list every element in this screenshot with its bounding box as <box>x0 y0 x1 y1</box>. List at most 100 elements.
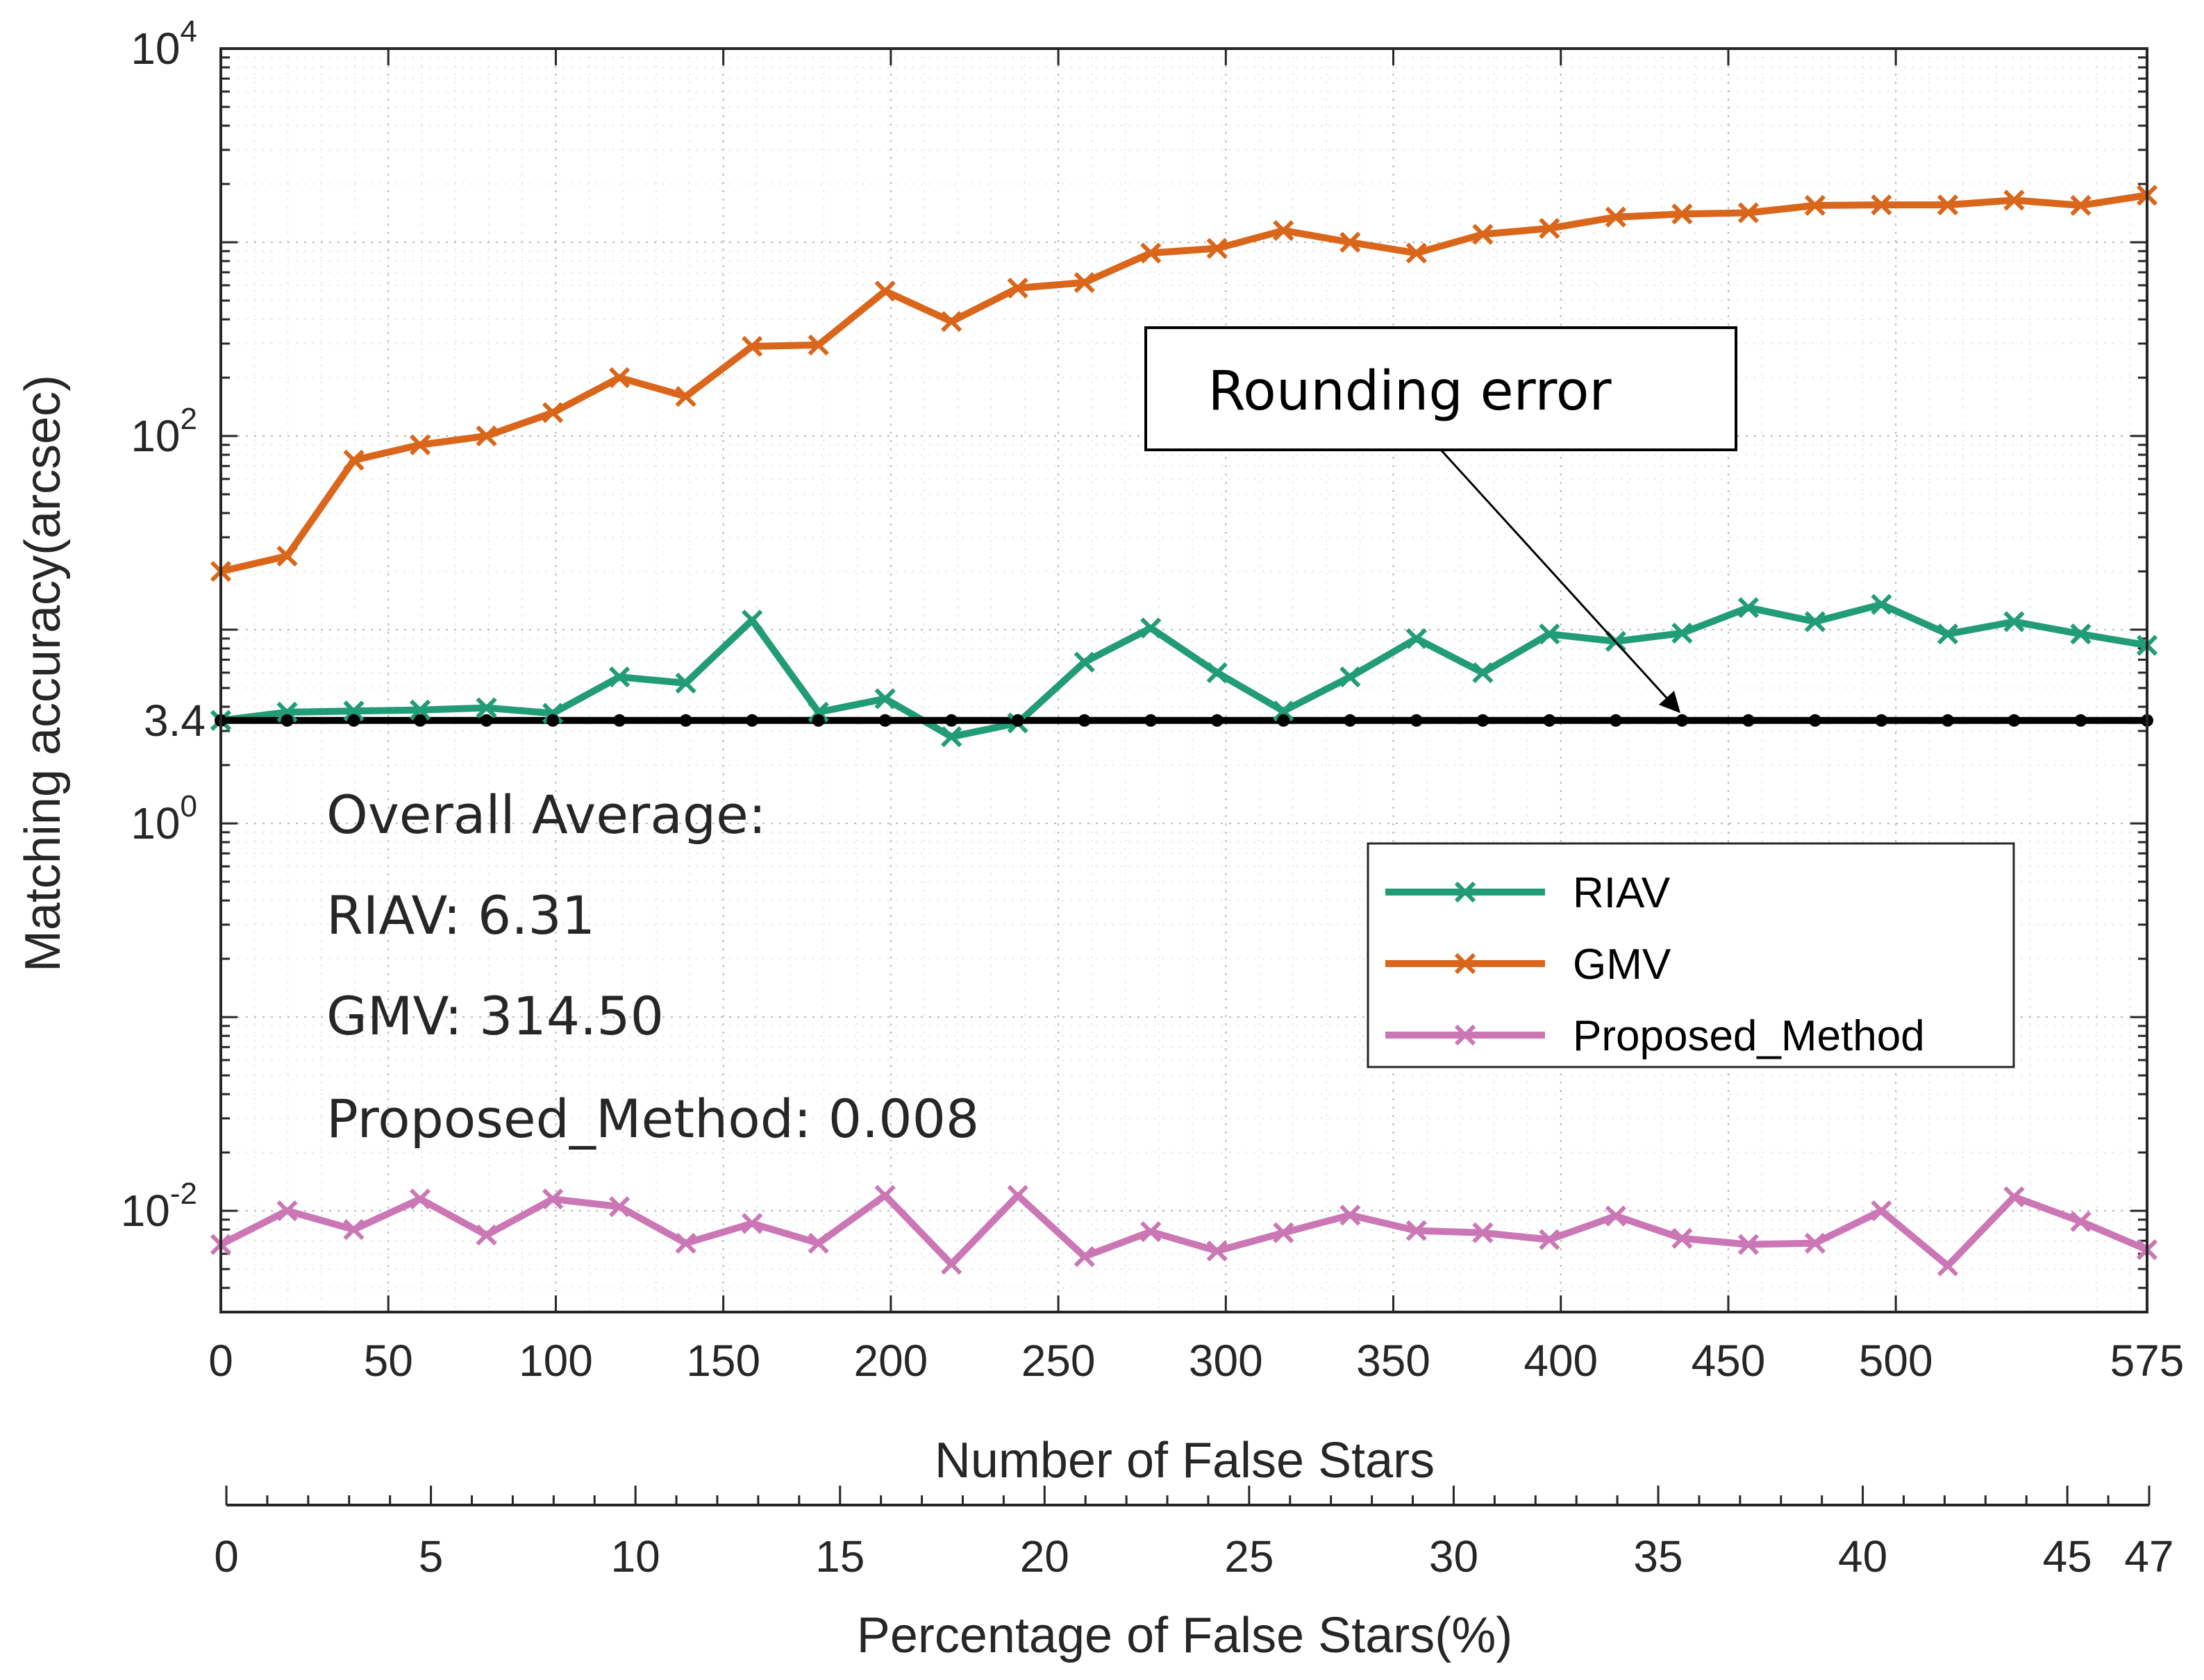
data-point-gmv <box>1273 219 1294 242</box>
marker-stroke <box>2003 611 2025 632</box>
marker-stroke <box>1605 1205 1626 1227</box>
marker-stroke <box>1671 1227 1693 1250</box>
marker-stroke <box>1140 242 1162 264</box>
data-point-riav <box>808 701 829 723</box>
rounding-error-point <box>1875 714 1888 727</box>
marker-stroke <box>1007 277 1028 299</box>
marker-stroke <box>542 1188 564 1210</box>
x-tick-label: 575 <box>2110 1336 2185 1386</box>
data-point-riav <box>874 688 896 709</box>
rounding-error-point <box>1476 714 1489 727</box>
rounding-error-point <box>1609 714 1622 727</box>
marker-stroke <box>1140 617 1162 639</box>
data-point-gmv <box>276 545 298 567</box>
plot-area <box>221 49 2147 1312</box>
data-point-riav <box>343 700 365 722</box>
marker-stroke <box>1472 1222 1494 1243</box>
marker-stroke <box>874 688 896 709</box>
x-tick-label: 100 <box>519 1336 593 1386</box>
marker-stroke <box>276 545 298 567</box>
marker-stroke <box>808 701 829 723</box>
data-point-proposed-method <box>808 1232 829 1254</box>
rounding-error-point <box>480 714 493 727</box>
data-point-riav <box>1671 622 1693 644</box>
data-point-gmv <box>1937 194 1959 216</box>
y-axis-ticks: 104 102 100 10-2 3.4 <box>121 15 206 1236</box>
data-point-proposed-method <box>1273 1222 1294 1243</box>
marker-stroke <box>1804 1232 1826 1254</box>
data-point-gmv <box>409 434 431 455</box>
data-point-proposed-method <box>1737 1234 1760 1255</box>
x-tick-label: 350 <box>1356 1336 1430 1386</box>
rounding-error-point <box>1144 714 1158 727</box>
rounding-error-point <box>1742 714 1755 727</box>
y-tick-label: 10-2 <box>121 1177 197 1236</box>
percentage-axis-title: Percentage of False Stars(%) <box>857 1608 1512 1663</box>
marker-stroke <box>1405 1220 1427 1241</box>
data-point-riav <box>409 699 431 721</box>
series-line-proposed-method <box>219 1192 2148 1270</box>
overall-average-gmv: GMV: 314.50 <box>326 985 664 1047</box>
data-point-proposed-method <box>1339 1204 1361 1226</box>
data-point-riav <box>476 697 497 719</box>
x-tick-label: 450 <box>1692 1336 1766 1386</box>
marker-stroke <box>1273 1222 1294 1243</box>
data-point-riav <box>1871 594 1892 615</box>
data-point-gmv <box>1539 217 1560 240</box>
percentage-axis-ticks: 0 5 10 15 20 25 30 35 40 45 47 <box>214 1486 2174 1581</box>
data-point-proposed-method <box>1074 1245 1095 1268</box>
data-point-proposed-method <box>874 1184 896 1207</box>
marker-stroke <box>409 699 431 721</box>
marker-stroke <box>1871 194 1892 216</box>
marker-stroke <box>675 672 696 694</box>
percentage-tick-label: 5 <box>419 1531 444 1581</box>
marker-stroke <box>675 1232 696 1254</box>
data-point-gmv <box>1804 194 1826 217</box>
data-point-gmv <box>2070 194 2092 217</box>
data-point-proposed-method <box>1671 1227 1693 1250</box>
data-point-riav <box>1339 666 1361 688</box>
marker-stroke <box>874 280 896 302</box>
marker-stroke <box>1273 219 1294 242</box>
data-point-riav <box>1804 611 1826 632</box>
data-point-riav <box>1472 662 1494 684</box>
legend-marker-proposed-method <box>1454 1024 1476 1046</box>
rounding-error-point <box>2074 714 2087 727</box>
data-point-gmv <box>1472 224 1494 245</box>
data-point-riav <box>742 610 763 631</box>
marker-stroke <box>742 610 763 631</box>
percentage-tick-label: 25 <box>1224 1531 1274 1581</box>
marker-stroke <box>1007 1184 1028 1207</box>
data-point-gmv <box>1140 242 1162 264</box>
percentage-tick-label: 40 <box>1838 1531 1887 1581</box>
marker-stroke <box>1937 623 1959 645</box>
rounding-error-point <box>1210 714 1224 727</box>
percentage-tick-label: 35 <box>1633 1531 1683 1581</box>
y-tick-label: 104 <box>131 15 197 74</box>
marker-stroke <box>941 310 962 333</box>
marker-stroke <box>276 701 298 723</box>
rounding-error-point <box>679 714 692 727</box>
marker-stroke <box>1804 611 1826 632</box>
marker-stroke <box>542 402 564 423</box>
marker-stroke <box>343 1219 365 1241</box>
marker-stroke <box>409 1188 431 1210</box>
marker-stroke <box>2003 190 2025 211</box>
y-axis-title: Matching accuracy(arcsec) <box>15 375 71 972</box>
rounding-error-point <box>878 714 892 727</box>
rounding-error-point <box>2007 714 2021 727</box>
data-point-gmv <box>1605 206 1626 228</box>
marker-stroke <box>675 385 696 408</box>
rounding-error-arrow <box>1439 448 1681 714</box>
marker-stroke <box>2070 623 2092 645</box>
marker-stroke <box>1074 651 1095 673</box>
marker-stroke <box>1937 194 1959 216</box>
data-point-proposed-method <box>1140 1221 1162 1243</box>
data-point-proposed-method <box>1937 1255 1959 1277</box>
rounding-error-point <box>347 714 360 727</box>
marker-stroke <box>608 666 631 688</box>
marker-stroke <box>1539 217 1560 240</box>
data-point-proposed-method <box>1605 1205 1626 1227</box>
marker-stroke <box>2070 1211 2092 1232</box>
